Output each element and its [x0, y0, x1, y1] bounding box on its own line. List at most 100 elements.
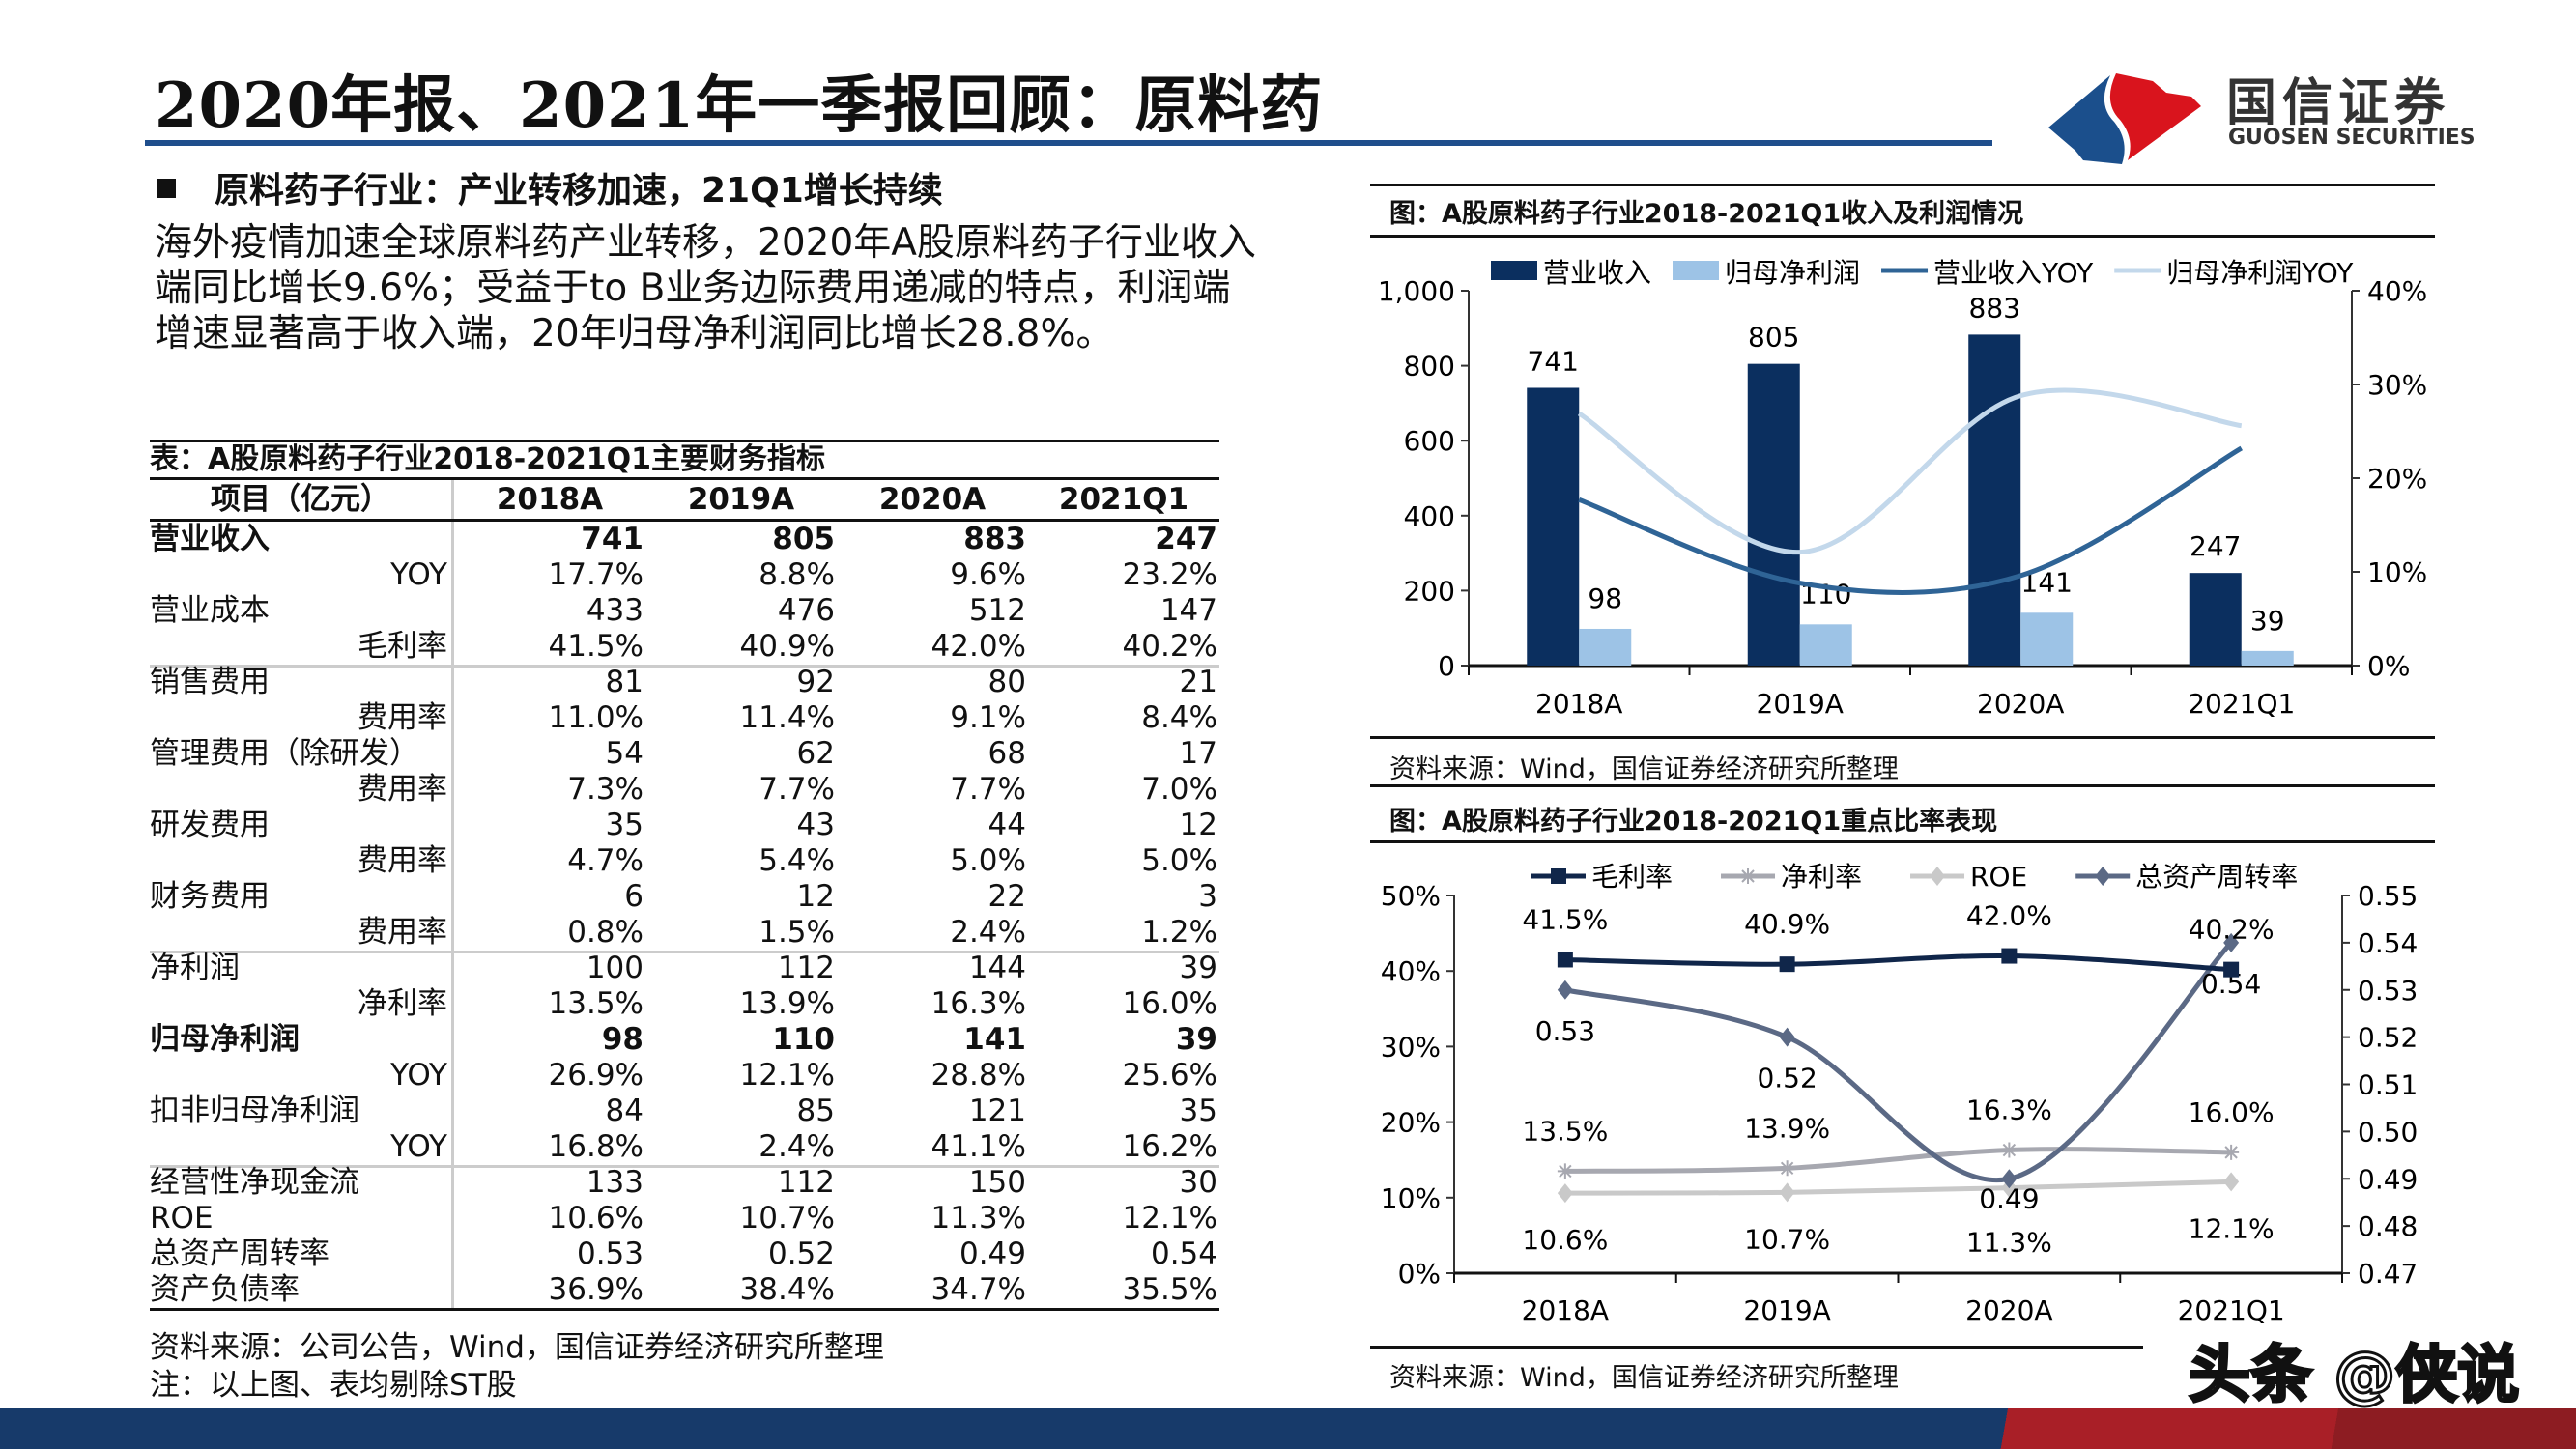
row-value: 43 — [796, 808, 835, 842]
legend-marker — [1551, 868, 1566, 884]
x-tick-label: 2021Q1 — [2178, 1294, 2285, 1326]
row-value: 8.4% — [1141, 700, 1217, 735]
row-value: 2.4% — [950, 915, 1026, 950]
row-label: 费用率 — [150, 772, 454, 808]
row-value: 12 — [796, 879, 835, 914]
chart1-top-rule — [1370, 184, 2435, 186]
row-value: 133 — [586, 1165, 644, 1200]
y2-tick-label: 0.52 — [2358, 1022, 2418, 1054]
section-heading-text: 原料药子行业：产业转移加速，21Q1增长持续 — [215, 171, 943, 211]
title-divider — [145, 140, 1992, 146]
y-tick-label: 20% — [1381, 1107, 1441, 1139]
net-margin-marker — [2001, 1142, 2018, 1158]
asset-turnover-data-label: 0.53 — [1535, 1015, 1595, 1047]
roe-data-label: 10.6% — [1522, 1224, 1608, 1256]
row-label: 净利率 — [150, 986, 454, 1022]
row-label: 研发费用 — [150, 808, 454, 843]
row-value: 40.9% — [739, 629, 835, 664]
chart1-bottom-rule — [1370, 736, 2435, 739]
row-value: 16.0% — [1122, 986, 1217, 1021]
row-value: 12.1% — [739, 1058, 835, 1093]
row-value: 121 — [968, 1094, 1026, 1128]
header-2021q1: 2021Q1 — [1058, 482, 1189, 517]
roe-marker — [1557, 1183, 1573, 1204]
page-title: 2020年报、2021年一季报回顾：原料药 — [155, 70, 1324, 142]
chart2-source: 资料来源：Wind，国信证券经济研究所整理 — [1389, 1363, 1899, 1393]
row-value: 81 — [605, 665, 644, 699]
table-notes: 资料来源：公司公告，Wind，国信证券经济研究所整理 注：以上图、表均剔除ST股 — [150, 1329, 884, 1405]
row-label: 毛利率 — [150, 629, 454, 665]
line-revenue-yoy — [1578, 445, 2244, 595]
row-value: 0.52 — [767, 1236, 835, 1271]
row-label: 营业收入 — [150, 522, 454, 557]
legend-label: ROE — [1970, 861, 2027, 893]
gross-margin-marker — [1557, 952, 1573, 968]
x-tick-label: 2021Q1 — [2188, 688, 2295, 720]
row-label: 费用率 — [150, 843, 454, 879]
chart2-title: 图：A股原料药子行业2018-2021Q1重点比率表现 — [1389, 807, 1998, 837]
table-source: 资料来源：公司公告，Wind，国信证券经济研究所整理 — [150, 1330, 884, 1365]
y2-tick-label: 0.51 — [2358, 1069, 2418, 1101]
row-value: 92 — [796, 665, 835, 699]
row-value: 0.49 — [959, 1236, 1026, 1271]
row-value: 35.5% — [1122, 1272, 1217, 1307]
row-value: 11.0% — [548, 700, 644, 735]
section-heading: 原料药子行业：产业转移加速，21Q1增长持续 — [157, 162, 943, 213]
row-value: 147 — [1159, 593, 1217, 628]
row-value: 5.0% — [950, 843, 1026, 878]
table-body: 营业收入 741 805 883 247 YOY 17.7% 8.8% 9.6% 23.2% 营业成… — [150, 522, 1219, 1308]
row-value: 150 — [968, 1165, 1026, 1200]
row-value: 100 — [586, 951, 644, 985]
legend-marker — [2095, 867, 2111, 886]
row-value: 112 — [777, 1165, 835, 1200]
row-label: 管理费用（除研发） — [150, 736, 454, 772]
bar-net-profit — [1799, 624, 1852, 666]
y2-tick-label: 40% — [2367, 275, 2427, 307]
chart1-title-rule — [1370, 235, 2435, 238]
row-value: 68 — [987, 736, 1026, 771]
row-value: 5.4% — [758, 843, 835, 878]
bar-data-label: 247 — [2190, 530, 2241, 562]
row-value: 17.7% — [548, 557, 644, 592]
gross-margin-marker — [1779, 956, 1795, 973]
footer-band-blue — [0, 1408, 2010, 1449]
row-value: 17 — [1179, 736, 1217, 771]
row-value: 141 — [963, 1022, 1026, 1057]
y2-tick-label: 0.55 — [2358, 880, 2418, 912]
line-net-margin — [1564, 1147, 2232, 1174]
row-value: 0.54 — [1150, 1236, 1217, 1271]
row-label: 财务费用 — [150, 879, 454, 915]
row-value: 44 — [987, 808, 1026, 842]
line-asset-turnover — [1564, 941, 2233, 1183]
asset-turnover-marker — [1779, 1027, 1795, 1047]
asset-turnover-marker — [2223, 932, 2240, 952]
row-label: 经营性净现金流 — [150, 1165, 454, 1201]
chart1-source: 资料来源：Wind，国信证券经济研究所整理 — [1389, 754, 1899, 784]
header-2018a: 2018A — [496, 482, 604, 517]
chart2-title-rule — [1370, 840, 2435, 843]
summary-paragraph: 海外疫情加速全球原料药产业转移，2020年A股原料药子行业收入端同比增长9.6%… — [155, 221, 1256, 355]
row-value: 21 — [1179, 665, 1217, 699]
table-row: 费用率 7.3% 7.7% 7.7% 7.0% — [150, 772, 1219, 808]
header-2019a: 2019A — [687, 482, 795, 517]
row-label: 资产负债率 — [150, 1272, 454, 1308]
row-value: 741 — [581, 522, 644, 556]
table-row: 归母净利润 98 110 141 39 — [150, 1022, 1219, 1058]
legend-label: 营业收入YOY — [1933, 257, 2094, 289]
row-value: 34.7% — [930, 1272, 1026, 1307]
row-value: 1.2% — [1141, 915, 1217, 950]
row-value: 11.4% — [739, 700, 835, 735]
row-value: 28.8% — [930, 1058, 1026, 1093]
financial-table: 表：A股原料药子行业2018-2021Q1主要财务指标 项目（亿元） 2018A… — [150, 440, 1219, 1311]
table-row: 销售费用 81 92 80 21 — [150, 665, 1219, 700]
y-tick-label: 400 — [1404, 500, 1455, 532]
row-value: 6 — [624, 879, 644, 914]
row-value: 13.5% — [548, 986, 644, 1021]
row-value: 7.7% — [950, 772, 1026, 807]
y2-tick-label: 0.50 — [2358, 1116, 2418, 1148]
row-value: 433 — [586, 593, 644, 628]
row-value: 12 — [1179, 808, 1217, 842]
table-row: 费用率 0.8% 1.5% 2.4% 1.2% — [150, 915, 1219, 951]
row-value: 476 — [777, 593, 835, 628]
